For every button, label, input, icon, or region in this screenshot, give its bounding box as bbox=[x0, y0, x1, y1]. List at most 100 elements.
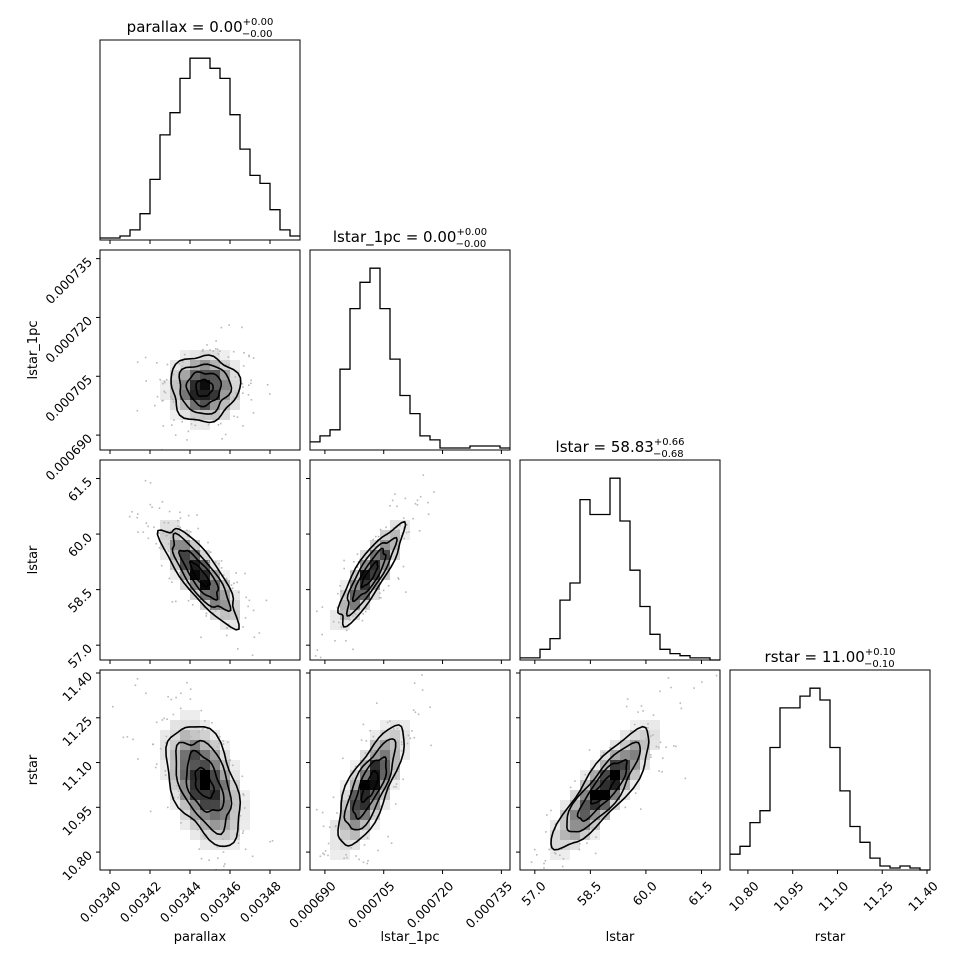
scatter-point bbox=[167, 695, 169, 698]
y-tick-label: 11.40 bbox=[59, 668, 95, 704]
scatter-point bbox=[194, 424, 197, 427]
scatter-point bbox=[366, 837, 369, 839]
scatter-point bbox=[230, 584, 233, 586]
scatter-point bbox=[271, 840, 274, 842]
scatter-point bbox=[361, 619, 364, 622]
density-cell bbox=[650, 730, 660, 740]
y-tick-label: 61.5 bbox=[65, 474, 95, 504]
scatter-point bbox=[242, 832, 244, 834]
scatter-point bbox=[222, 838, 224, 840]
scatter-point bbox=[367, 859, 369, 862]
density-cell bbox=[220, 400, 230, 410]
scatter-point bbox=[145, 522, 148, 524]
scatter-point bbox=[379, 528, 382, 531]
density-cell bbox=[330, 620, 340, 630]
scatter-point bbox=[225, 634, 228, 637]
density-cell bbox=[570, 830, 580, 840]
scatter-point bbox=[624, 806, 627, 809]
contour-1 bbox=[360, 560, 379, 589]
scatter-point bbox=[137, 513, 139, 515]
x-tick-label: 11.40 bbox=[905, 878, 941, 914]
scatter-point bbox=[225, 579, 228, 581]
scatter-point bbox=[332, 620, 335, 623]
scatter-point bbox=[395, 776, 397, 779]
scatter-point bbox=[399, 525, 401, 527]
scatter-point bbox=[344, 594, 347, 597]
scatter-point bbox=[377, 849, 379, 852]
density-cell bbox=[570, 840, 580, 850]
scatter-point bbox=[353, 561, 355, 563]
scatter-point bbox=[167, 550, 170, 552]
scatter-point bbox=[248, 599, 251, 602]
density-cell bbox=[230, 830, 240, 840]
scatter-point bbox=[554, 823, 557, 825]
scatter-point bbox=[430, 744, 432, 747]
density-cell bbox=[380, 750, 390, 760]
scatter-point bbox=[335, 825, 337, 827]
scatter-point bbox=[366, 862, 369, 865]
scatter-point bbox=[247, 394, 250, 396]
scatter-point bbox=[545, 831, 547, 833]
x-tick-label: 0.000735 bbox=[462, 878, 515, 931]
scatter-point bbox=[662, 757, 664, 759]
scatter-point bbox=[208, 562, 211, 564]
scatter-point bbox=[352, 648, 354, 651]
scatter-point bbox=[319, 656, 322, 659]
scatter-point bbox=[414, 502, 417, 505]
panel-frame bbox=[519, 459, 721, 661]
scatter-point bbox=[620, 743, 622, 745]
scatter-point bbox=[334, 640, 336, 642]
scatter-point bbox=[228, 405, 230, 408]
scatter-point bbox=[362, 613, 364, 615]
density-cell bbox=[210, 580, 220, 590]
density-cell bbox=[340, 580, 350, 590]
scatter-point bbox=[633, 723, 636, 726]
scatter-point bbox=[565, 837, 567, 839]
scatter-point bbox=[640, 705, 643, 707]
scatter-point bbox=[339, 610, 341, 612]
scatter-point bbox=[144, 479, 147, 482]
scatter-point bbox=[198, 730, 200, 732]
scatter-point bbox=[340, 590, 343, 593]
density-cell bbox=[210, 410, 220, 420]
scatter-point bbox=[422, 474, 425, 476]
x-tick-label: 11.10 bbox=[815, 878, 851, 914]
scatter-point bbox=[252, 357, 255, 359]
scatter-point bbox=[172, 373, 175, 376]
scatter-point bbox=[212, 360, 215, 362]
density-cell bbox=[180, 820, 190, 830]
scatter-point bbox=[136, 409, 139, 412]
scatter-point bbox=[609, 751, 612, 754]
scatter-point bbox=[397, 529, 400, 531]
scatter-point bbox=[200, 636, 202, 639]
density-cell bbox=[390, 730, 400, 740]
scatter-point bbox=[346, 592, 348, 595]
scatter-point bbox=[136, 678, 139, 680]
scatter-point bbox=[352, 615, 354, 617]
scatter-point bbox=[162, 382, 164, 385]
scatter-point bbox=[396, 505, 398, 508]
scatter-point bbox=[159, 378, 161, 381]
scatter-point bbox=[578, 848, 581, 851]
scatter-point bbox=[187, 514, 190, 517]
density-cell bbox=[240, 790, 250, 800]
density-cell bbox=[220, 590, 230, 600]
scatter-point bbox=[365, 740, 368, 742]
scatter-point bbox=[231, 587, 234, 589]
density-cell bbox=[580, 800, 590, 810]
density-cell bbox=[610, 780, 620, 790]
scatter-point bbox=[177, 790, 180, 792]
scatter-point bbox=[215, 561, 217, 563]
scatter-point bbox=[212, 350, 214, 352]
scatter-point bbox=[701, 681, 703, 683]
density-cell bbox=[330, 820, 340, 830]
scatter-point bbox=[553, 852, 556, 854]
density-cell bbox=[560, 820, 570, 830]
density-cell bbox=[160, 530, 170, 540]
scatter-point bbox=[238, 834, 240, 837]
density-cell bbox=[600, 800, 610, 810]
density-cell bbox=[350, 600, 360, 610]
scatter-point bbox=[406, 742, 409, 745]
density-cell bbox=[220, 620, 230, 630]
scatter-point bbox=[403, 526, 405, 529]
